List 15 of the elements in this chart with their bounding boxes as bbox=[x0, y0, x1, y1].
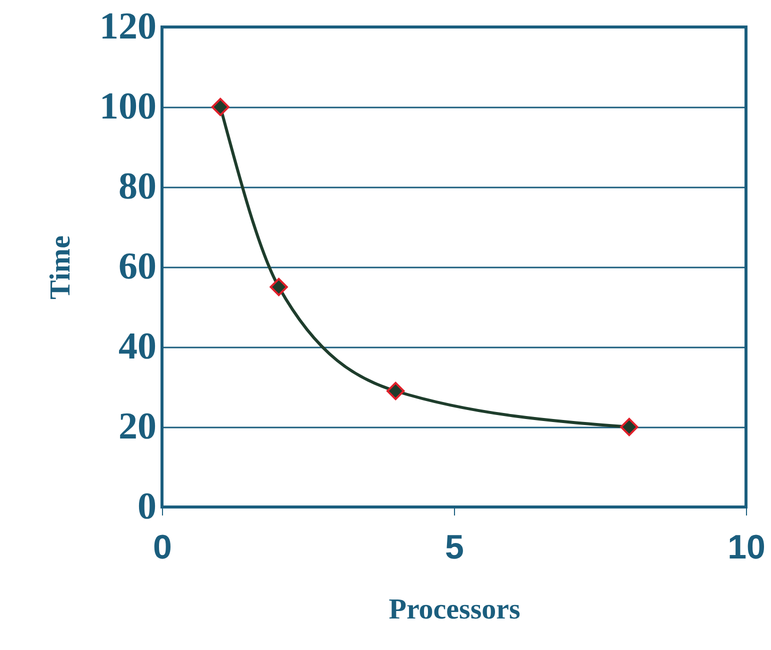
x-tick-label: 5 bbox=[445, 528, 464, 566]
y-axis-title: Time bbox=[44, 235, 76, 300]
point bbox=[386, 382, 405, 400]
x-axis-title: Processors bbox=[388, 594, 520, 626]
point bbox=[211, 98, 230, 116]
x-tick-label: 10 bbox=[728, 528, 766, 566]
y-tick-label: 40 bbox=[118, 326, 156, 368]
y-tick-label: 0 bbox=[138, 486, 156, 528]
y-tick-label: 60 bbox=[118, 246, 156, 288]
point bbox=[620, 418, 638, 436]
y-tick-label: 120 bbox=[100, 6, 156, 48]
y-tick-label: 100 bbox=[100, 86, 156, 128]
point bbox=[270, 278, 288, 296]
y-tick-label: 20 bbox=[118, 406, 156, 448]
y-tick-label: 80 bbox=[118, 166, 156, 208]
